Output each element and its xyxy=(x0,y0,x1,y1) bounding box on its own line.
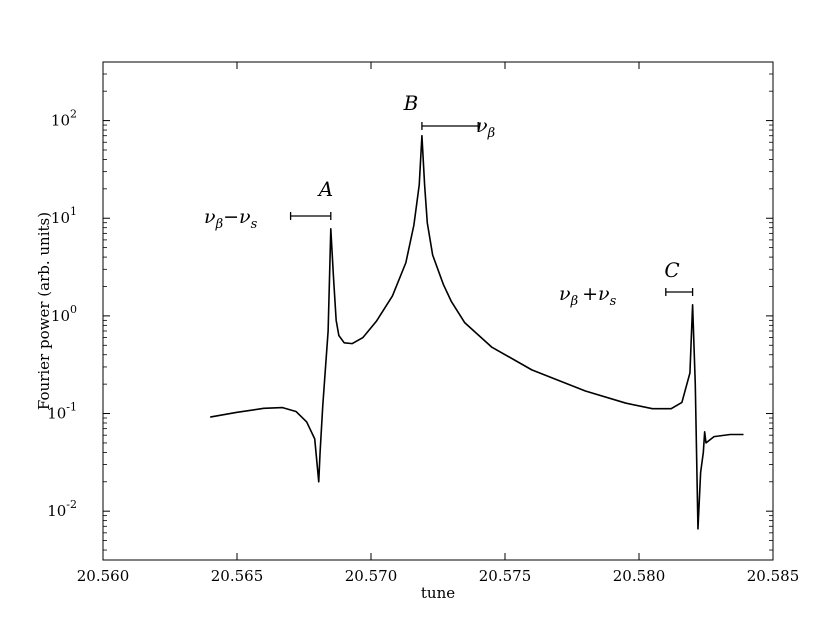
x-tick-label: 20.580 xyxy=(613,567,666,585)
x-axis-title: tune xyxy=(421,584,455,602)
y-axis-title: Fourier power (arb. units) xyxy=(35,212,53,410)
annotation-letter-c: C xyxy=(664,258,679,282)
y-tick-label: 10-2 xyxy=(47,498,77,520)
annotation-bracket-b xyxy=(421,122,479,130)
y-tick-label: 102 xyxy=(51,108,77,130)
x-tick-label: 20.575 xyxy=(479,567,532,585)
annotation-expr-b: νβ xyxy=(476,115,495,141)
annotation-expr-c: νβ +νs xyxy=(559,283,617,309)
x-tick-label: 20.565 xyxy=(211,567,264,585)
annotation-expr-a: νβ−νs xyxy=(204,206,258,232)
x-axis: 20.560 20.565 20.570 20.575 20.580 20.585 xyxy=(77,62,800,585)
y-tick-label: 10-1 xyxy=(47,401,77,423)
plot-frame xyxy=(102,61,774,561)
y-tick-label: 101 xyxy=(51,205,77,227)
annotation-bracket-a xyxy=(289,212,332,220)
x-tick-label: 20.570 xyxy=(345,567,398,585)
annotation-a: A νβ−νs xyxy=(204,177,333,232)
series-line-fourier-power xyxy=(210,134,744,530)
annotation-c: C νβ +νs xyxy=(559,258,694,309)
annotation-b: B νβ xyxy=(403,91,495,141)
annotation-letter-b: B xyxy=(403,91,419,115)
y-axis: 10-2 10-1 100 101 102 xyxy=(47,73,773,551)
annotation-bracket-c xyxy=(665,288,694,296)
y-tick-label: 100 xyxy=(51,303,77,325)
annotation-letter-a: A xyxy=(317,177,333,201)
x-tick-label: 20.585 xyxy=(747,567,800,585)
x-tick-label: 20.560 xyxy=(77,567,130,585)
